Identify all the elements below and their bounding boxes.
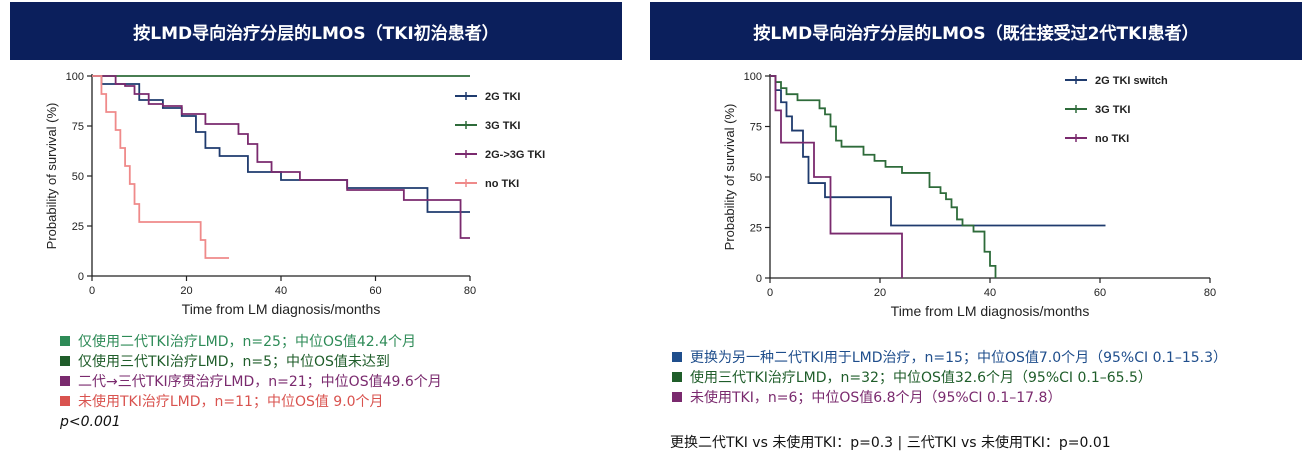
- right-footer: 更换二代TKI vs 未使用TKI：p=0.3 | 三代TKI vs 未使用TK…: [670, 435, 1111, 451]
- right-legend-label-0: 2G TKI switch: [1095, 75, 1168, 87]
- right-y-tick-label-2: 50: [750, 172, 762, 184]
- right-panel: 按LMD导向治疗分层的LMOS（既往接受过2代TKI患者） 0 25 50 75 100…: [640, 0, 1306, 462]
- right-y-tick-label-1: 25: [750, 223, 762, 235]
- left-y-tick-label-4: 100: [66, 71, 84, 83]
- left-y-tick-label-1: 25: [72, 221, 84, 233]
- left-x-tick-label-0: 0: [89, 285, 95, 297]
- right-note-marker-0: [672, 352, 682, 362]
- right-x-tick-label-2: 40: [984, 287, 996, 299]
- left-y-tick-label-3: 75: [72, 121, 84, 133]
- left-note-1: 仅使用三代TKI治疗LMD，n=5；中位OS值未达到: [60, 352, 442, 372]
- left-y-tick-label-0: 0: [78, 271, 84, 283]
- left-p-value: p<0.001: [60, 414, 121, 430]
- left-legend-label-1: 3G TKI: [485, 120, 520, 132]
- left-km-chart: 0 25 50 75 100 0 20 40 60 80 Time from LM diagnosi…: [44, 71, 545, 317]
- left-y-axis-label: Probability of survival (%): [44, 103, 59, 250]
- left-note-marker-2: [60, 376, 70, 386]
- left-legend-label-2: 2G->3G TKI: [485, 149, 545, 161]
- right-note-text-2: 未使用TKI，n=6；中位OS值6.8个月（95%CI 0.1–17.8）: [690, 390, 1062, 406]
- left-panel: 按LMD导向治疗分层的LMOS（TKI初治患者） 0 25 50 75 100 0 20 40…: [0, 0, 630, 462]
- right-series-2-line: [770, 75, 903, 278]
- right-note-0: 更换为另一种二代TKI用于LMD治疗，n=15；中位OS值7.0个月（95%CI…: [672, 348, 1227, 368]
- right-y-tick-label-0: 0: [756, 273, 762, 285]
- right-x-axis-label: Time from LM diagnosis/months: [891, 303, 1090, 319]
- left-note-text-1: 仅使用三代TKI治疗LMD，n=5；中位OS值未达到: [78, 354, 390, 370]
- right-note-2: 未使用TKI，n=6；中位OS值6.8个月（95%CI 0.1–17.8）: [672, 388, 1227, 408]
- left-note-2: 二代→三代TKI序贯治疗LMD，n=21；中位OS值49.6个月: [60, 372, 442, 392]
- right-y-tick-label-4: 100: [744, 71, 762, 83]
- left-x-tick-label-4: 80: [464, 285, 476, 297]
- right-note-marker-1: [672, 372, 682, 382]
- left-x-tick-label-2: 40: [275, 285, 287, 297]
- right-x-tick-label-4: 80: [1204, 287, 1216, 299]
- right-note-text-0: 更换为另一种二代TKI用于LMD治疗，n=15；中位OS值7.0个月（95%CI…: [690, 350, 1228, 366]
- right-y-tick-label-3: 75: [750, 122, 762, 134]
- right-legend-label-1: 3G TKI: [1095, 104, 1130, 116]
- left-note-0: 仅使用二代TKI治疗LMD，n=25；中位OS值42.4个月: [60, 332, 442, 352]
- right-x-tick-label-0: 0: [767, 287, 773, 299]
- left-panel-title: 按LMD导向治疗分层的LMOS（TKI初治患者）: [10, 2, 622, 60]
- right-series-1-line: [770, 75, 997, 278]
- left-series-2-line: [92, 75, 470, 239]
- right-note-text-1: 使用三代TKI治疗LMD，n=32；中位OS值32.6个月（95%CI 0.1–…: [690, 370, 1152, 386]
- left-note-marker-3: [60, 396, 70, 406]
- right-x-tick-label-3: 60: [1094, 287, 1106, 299]
- right-series-0-line: [770, 75, 1106, 227]
- left-series-3-line: [92, 75, 230, 259]
- left-legend-label-3: no TKI: [485, 178, 519, 190]
- right-notes: 更换为另一种二代TKI用于LMD治疗，n=15；中位OS值7.0个月（95%CI…: [672, 348, 1227, 408]
- right-note-1: 使用三代TKI治疗LMD，n=32；中位OS值32.6个月（95%CI 0.1–…: [672, 368, 1227, 388]
- left-x-tick-label-1: 20: [180, 285, 192, 297]
- right-y-axis-label: Probability of survival (%): [722, 104, 737, 251]
- left-note-text-3: 未使用TKI治疗LMD，n=11；中位OS值 9.0个月: [78, 394, 384, 410]
- left-note-text-2: 二代→三代TKI序贯治疗LMD，n=21；中位OS值49.6个月: [78, 374, 442, 390]
- right-legend-label-2: no TKI: [1095, 133, 1129, 145]
- left-note-marker-0: [60, 336, 70, 346]
- left-note-text-0: 仅使用二代TKI治疗LMD，n=25；中位OS值42.4个月: [78, 334, 417, 350]
- left-y-tick-label-2: 50: [72, 171, 84, 183]
- left-notes: 仅使用二代TKI治疗LMD，n=25；中位OS值42.4个月 仅使用三代TKI治疗…: [60, 332, 442, 412]
- right-x-tick-label-1: 20: [874, 287, 886, 299]
- right-note-marker-2: [672, 392, 682, 402]
- left-x-tick-label-3: 60: [369, 285, 381, 297]
- left-legend-label-0: 2G TKI: [485, 91, 520, 103]
- left-x-axis-label: Time from LM diagnosis/months: [182, 301, 381, 317]
- right-panel-title: 按LMD导向治疗分层的LMOS（既往接受过2代TKI患者）: [650, 2, 1302, 60]
- left-note-3: 未使用TKI治疗LMD，n=11；中位OS值 9.0个月: [60, 392, 442, 412]
- left-note-marker-1: [60, 356, 70, 366]
- right-km-chart: 0 25 50 75 100 0 20 40 60 80 Time from LM diagnosi…: [722, 71, 1216, 319]
